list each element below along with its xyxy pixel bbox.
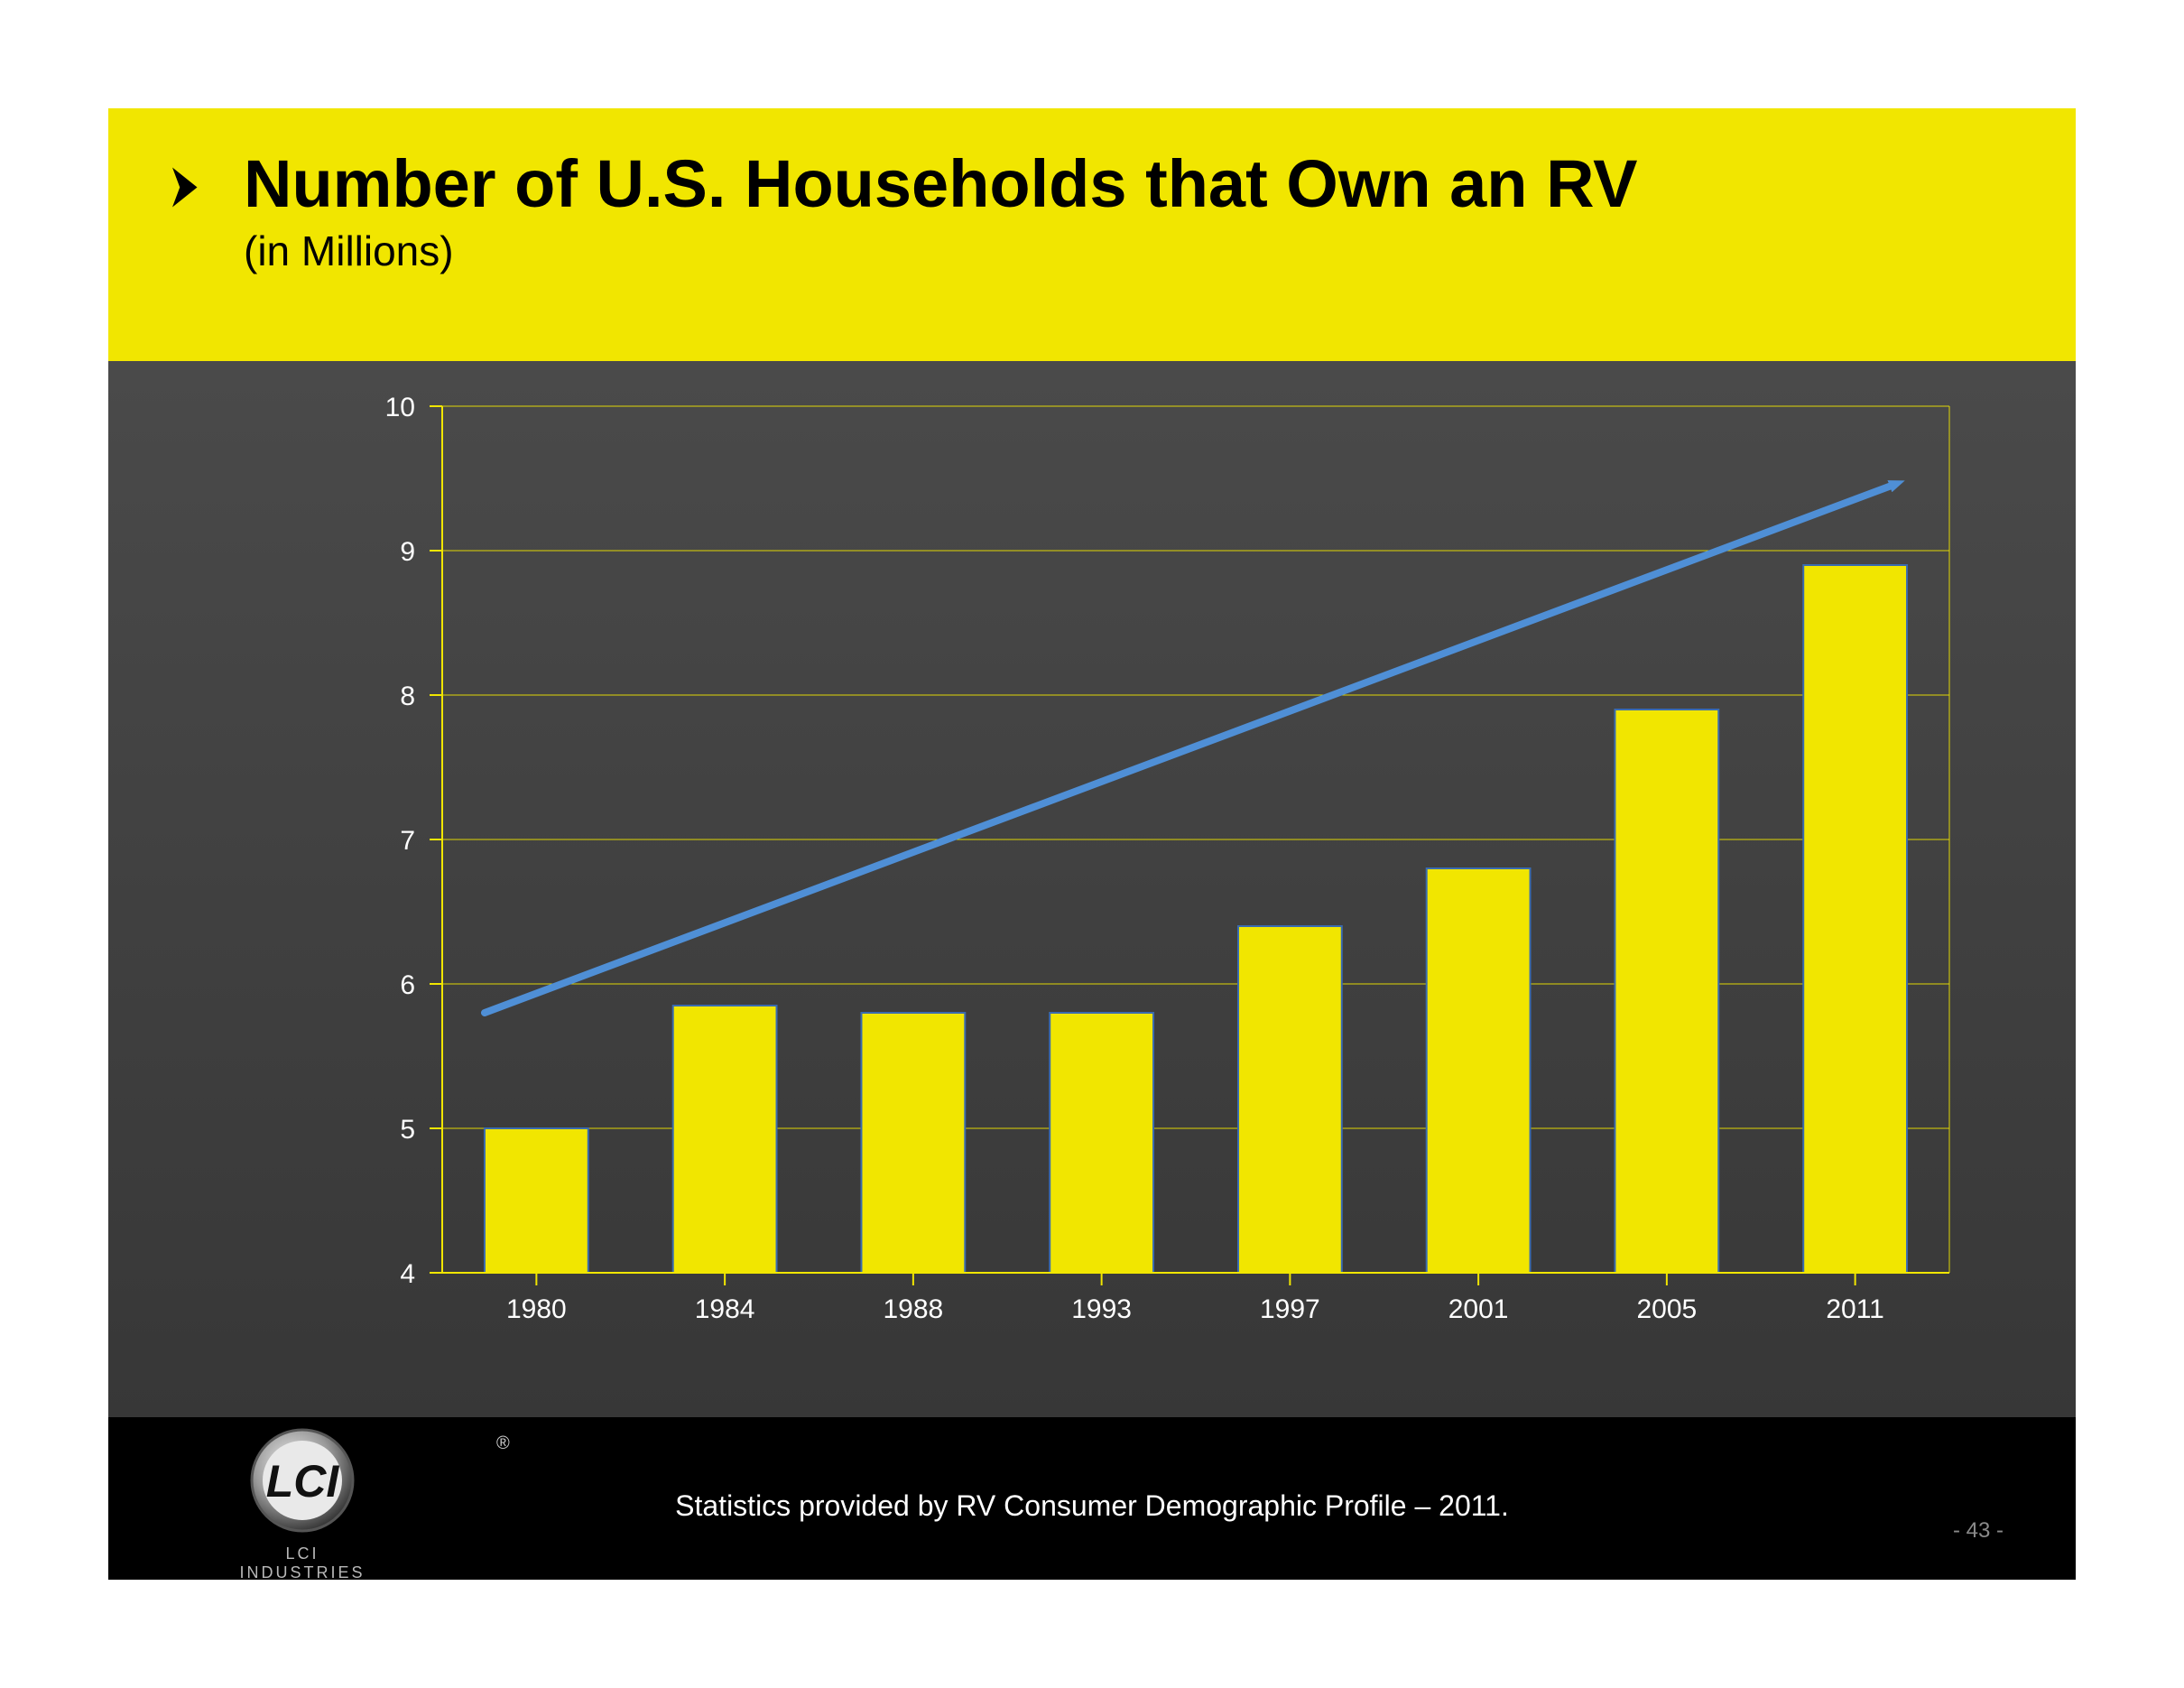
page-number: - 43 - — [1953, 1518, 2004, 1544]
slide-title: Number of U.S. Households that Own an RV — [244, 149, 1638, 219]
title-block: Number of U.S. Households that Own an RV… — [244, 149, 1638, 275]
y-tick-label: 9 — [400, 537, 415, 567]
bar — [1803, 565, 1907, 1273]
slide: Number of U.S. Households that Own an RV… — [108, 108, 2076, 1580]
footer-bar: LCI LCI INDUSTRIES ® Statistics provided… — [108, 1417, 2076, 1580]
logo-subtext: LCI INDUSTRIES — [226, 1544, 379, 1582]
x-tick-label: 1984 — [695, 1294, 755, 1324]
header-bar: Number of U.S. Households that Own an RV… — [108, 108, 2076, 361]
bar-chart: 4 5 6 7 8 9 10 1980 1984 1988 1993 1997 2001 2005 2011 — [108, 361, 2076, 1417]
y-tick-label: 4 — [400, 1259, 415, 1289]
bar — [1427, 868, 1531, 1273]
x-tick-label: 1997 — [1260, 1294, 1320, 1324]
y-tick-label: 7 — [400, 826, 415, 856]
footnote: Statistics provided by RV Consumer Demog… — [108, 1489, 2076, 1523]
y-tick-label: 10 — [385, 393, 415, 422]
title-row: Number of U.S. Households that Own an RV… — [108, 108, 2076, 275]
bar — [861, 1013, 965, 1273]
bar — [1238, 926, 1342, 1273]
x-tick-label: 2001 — [1448, 1294, 1509, 1324]
registered-icon: ® — [496, 1433, 510, 1454]
slide-subtitle: (in Millions) — [244, 227, 1638, 275]
y-tick-label: 6 — [400, 970, 415, 1000]
y-tick-label: 8 — [400, 682, 415, 711]
y-tick-label: 5 — [400, 1115, 415, 1145]
x-tick-label: 1980 — [506, 1294, 567, 1324]
bar — [485, 1128, 588, 1273]
x-tick-label: 1993 — [1071, 1294, 1132, 1324]
bar — [673, 1006, 777, 1273]
chart-area: 4 5 6 7 8 9 10 1980 1984 1988 1993 1997 2001 2005 2011 — [108, 361, 2076, 1417]
chevron-icon — [162, 162, 212, 212]
x-tick-label: 1988 — [884, 1294, 944, 1324]
bar — [1615, 710, 1718, 1273]
bar — [1050, 1013, 1153, 1273]
x-tick-label: 2005 — [1637, 1294, 1698, 1324]
x-tick-label: 2011 — [1826, 1294, 1884, 1324]
